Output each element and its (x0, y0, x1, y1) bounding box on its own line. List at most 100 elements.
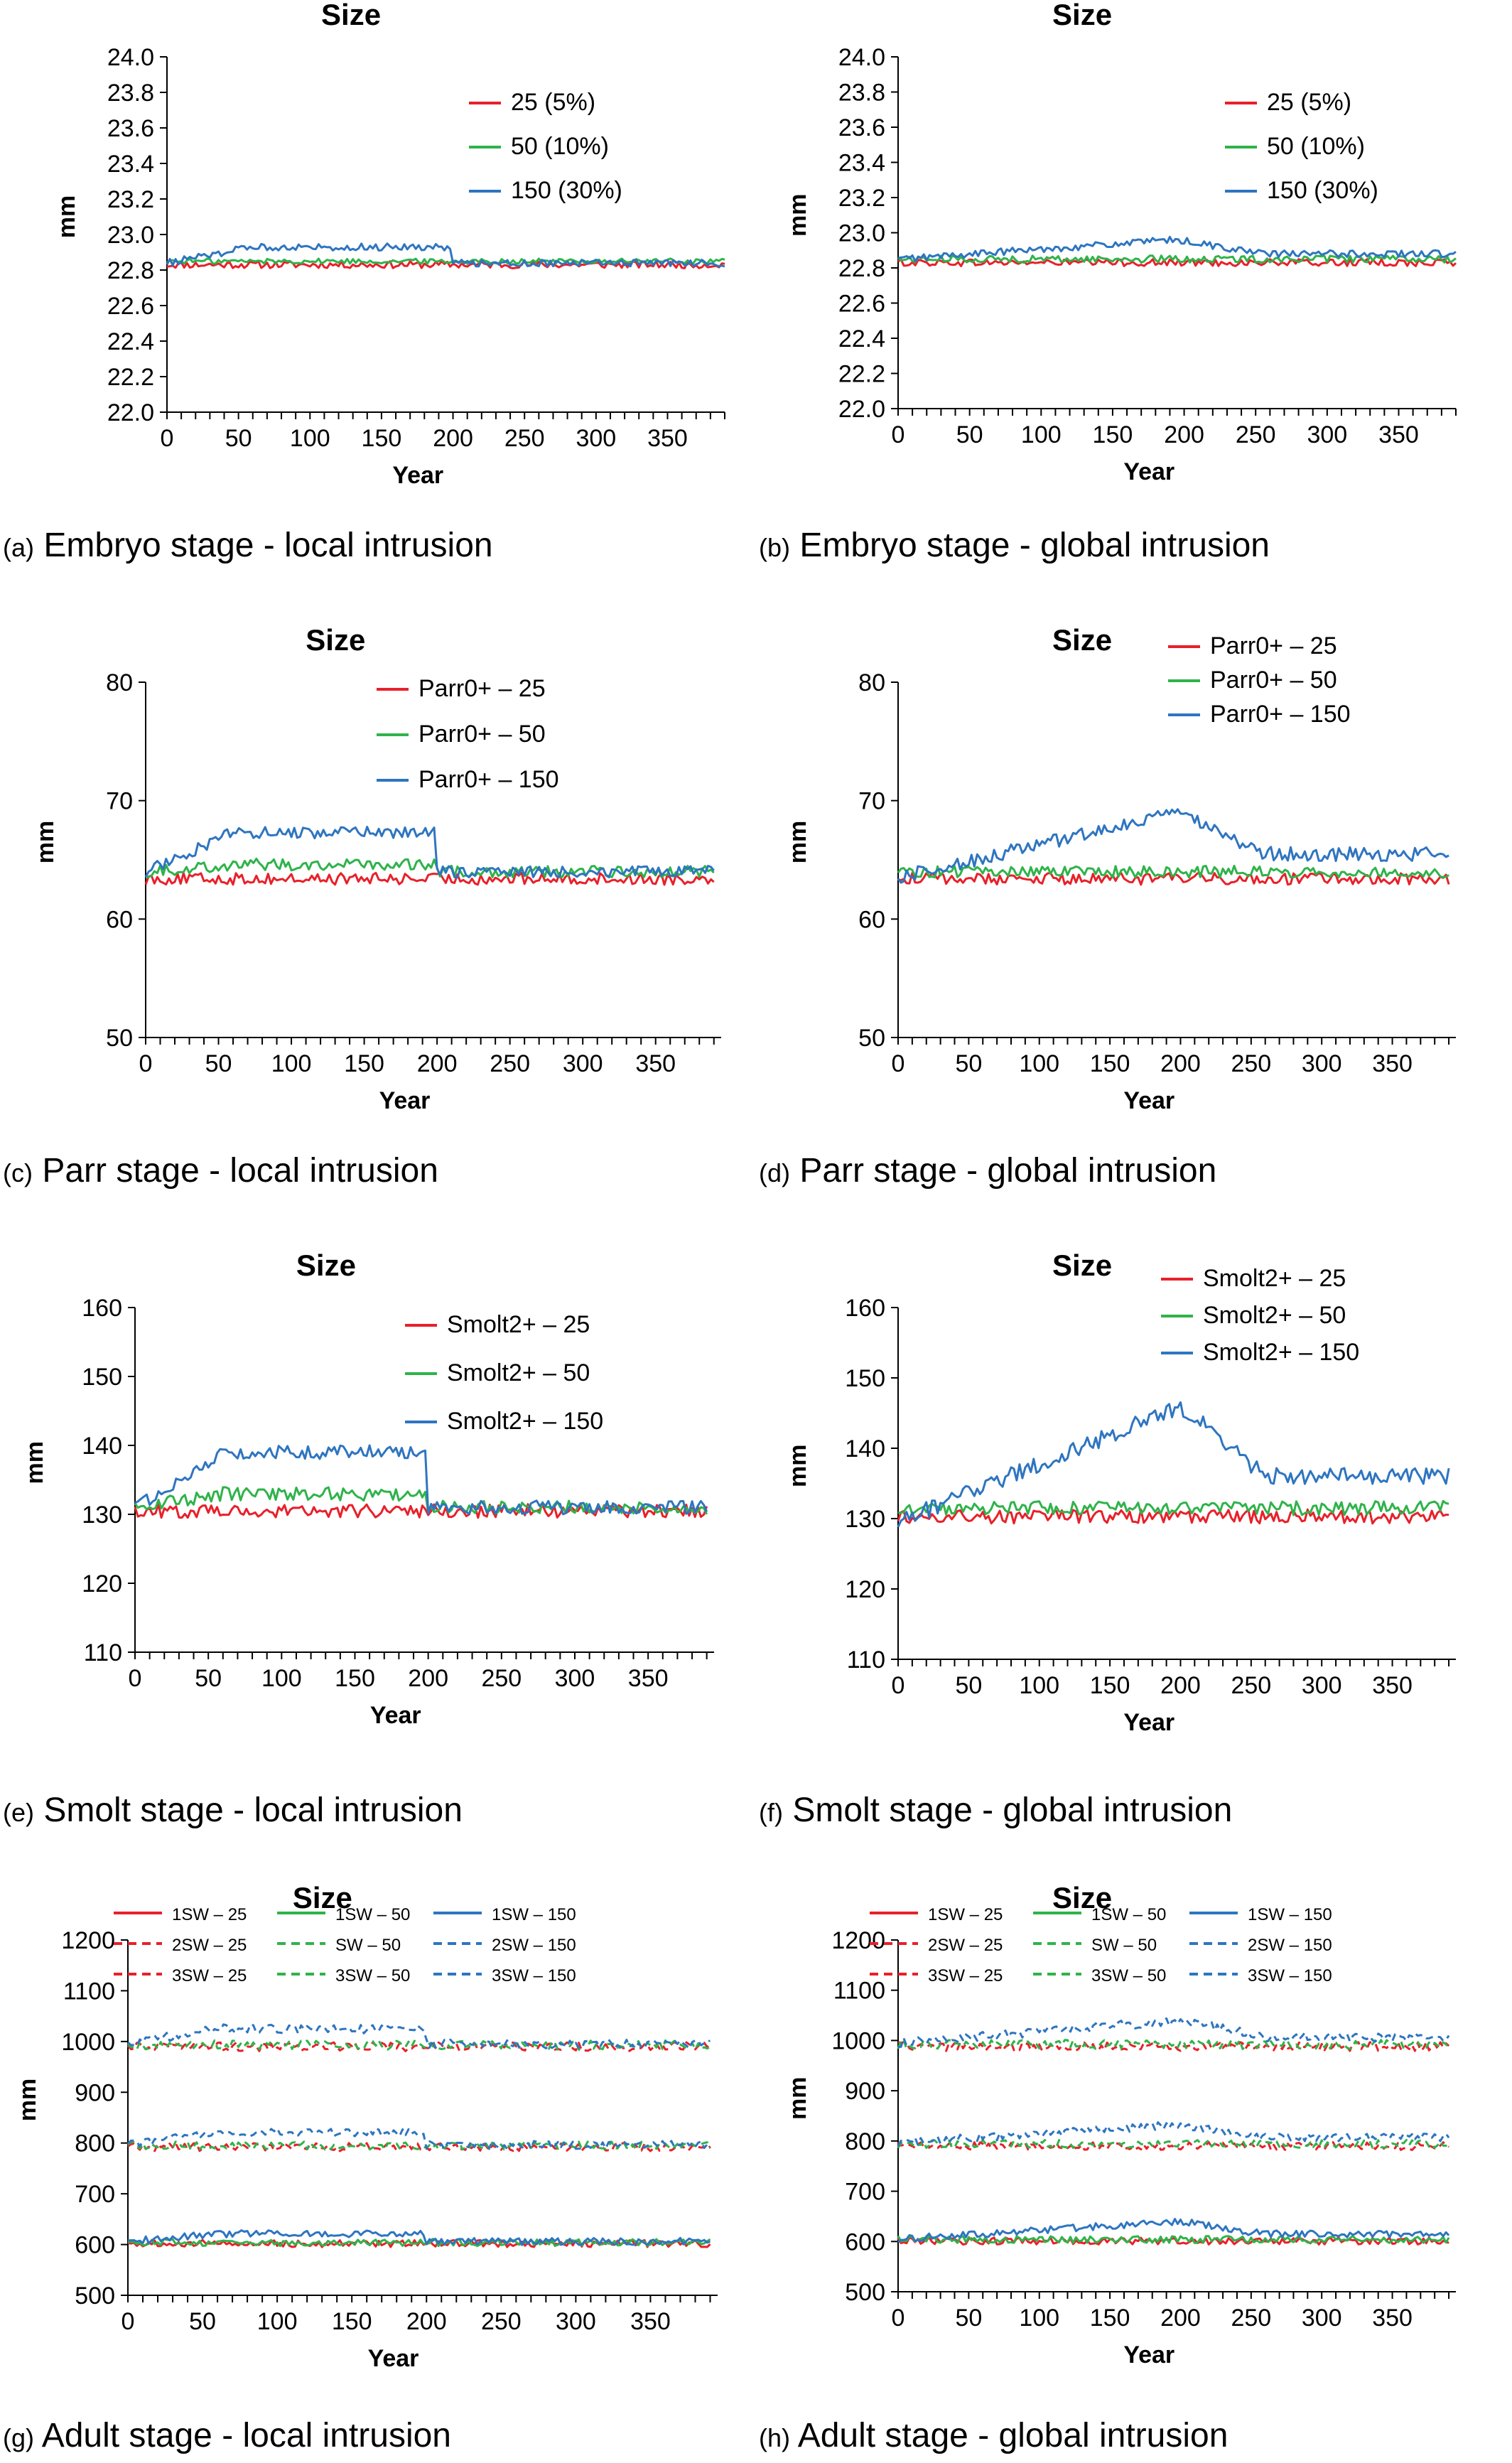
legend-label: Parr0+ – 50 (1210, 667, 1337, 694)
x-tick-label: 150 (1090, 2305, 1130, 2332)
panel-caption: (h) Adult stage - global intrusion (759, 2416, 1228, 2455)
series-line (897, 235, 1457, 263)
y-tick-label: 23.4 (107, 151, 154, 178)
x-tick-label: 250 (490, 1050, 530, 1077)
legend-label: 3SW – 25 (172, 1966, 247, 1985)
panel-caption-text: Smolt stage - global intrusion (782, 1791, 1233, 1829)
legend-label: 1SW – 25 (928, 1905, 1003, 1924)
x-tick-label: 350 (628, 1665, 669, 1692)
y-tick-label: 23.6 (107, 115, 154, 142)
panel-caption: (d) Parr stage - global intrusion (759, 1151, 1216, 1190)
x-axis-label: Year (1123, 458, 1174, 485)
y-tick-label: 23.0 (838, 220, 885, 247)
chart-title: Size (1052, 0, 1112, 31)
series-line (897, 2140, 1449, 2151)
y-tick-label: 22.4 (838, 325, 885, 352)
x-tick-label: 150 (1090, 1050, 1130, 1077)
y-tick-label: 140 (82, 1433, 122, 1460)
x-tick-label: 200 (1164, 421, 1204, 448)
y-tick-label: 160 (845, 1295, 885, 1322)
x-tick-label: 200 (406, 2308, 447, 2335)
panel-caption-text: Adult stage - local intrusion (34, 2417, 451, 2454)
y-tick-label: 1000 (61, 2029, 115, 2056)
panel-caption: (g) Adult stage - local intrusion (3, 2416, 451, 2455)
y-tick-label: 1200 (61, 1927, 115, 1954)
panel-letter: (f) (759, 1798, 783, 1827)
y-tick-label: 22.0 (838, 396, 885, 423)
x-tick-label: 0 (892, 1672, 905, 1699)
legend-label: 1SW – 150 (1248, 1905, 1332, 1924)
y-tick-label: 110 (84, 1639, 122, 1666)
chart-title: Size (1052, 1881, 1112, 1914)
legend-label: 50 (10%) (511, 133, 609, 160)
y-tick-label: 22.8 (107, 257, 154, 284)
x-tick-label: 300 (1302, 1672, 1342, 1699)
x-tick-label: 250 (504, 425, 545, 452)
x-axis-label: Year (1123, 2341, 1174, 2368)
x-tick-label: 100 (1019, 1672, 1059, 1699)
series-line (127, 2140, 711, 2151)
chart-title: Size (293, 1881, 352, 1914)
legend-label: 3SW – 150 (492, 1966, 576, 1985)
x-axis-label: Year (368, 2345, 419, 2372)
panel-caption: (c) Parr stage - local intrusion (3, 1151, 438, 1190)
x-tick-label: 350 (1372, 2305, 1413, 2332)
panel-b: Size 22.0 22.2 22.4 22.6 22.8 23.0 23.2 23.4 23.6… (756, 0, 1512, 611)
panel-caption: (e) Smolt stage - local intrusion (3, 1791, 463, 1830)
series-line (145, 857, 715, 878)
y-axis-label: mm (784, 194, 811, 237)
y-tick-label: 1100 (63, 1978, 115, 2005)
x-tick-label: 100 (290, 425, 330, 452)
series-line (127, 2142, 711, 2152)
y-tick-label: 22.6 (838, 291, 885, 318)
y-axis-label: mm (21, 1441, 48, 1484)
x-tick-label: 250 (1231, 2305, 1271, 2332)
legend-label: Smolt2+ – 50 (1203, 1302, 1346, 1329)
x-tick-label: 50 (195, 1665, 222, 1692)
chart-f: Size 110 120 130 140 150 160 0 50 100 150 200 250 300… (784, 1249, 1456, 1736)
y-tick-label: 120 (845, 1576, 885, 1603)
x-tick-label: 350 (630, 2308, 671, 2335)
y-axis-label: mm (14, 2079, 41, 2121)
y-tick-label: 23.2 (107, 186, 154, 213)
x-tick-label: 0 (892, 2305, 905, 2332)
x-tick-label: 100 (1021, 421, 1062, 448)
y-tick-label: 22.8 (838, 255, 885, 282)
x-tick-label: 50 (955, 2305, 982, 2332)
panel-h: Size 500 600 700 800 900 1000 1100 1200 0 50 100 150… (756, 1869, 1512, 2463)
legend-label: 50 (10%) (1267, 133, 1365, 160)
x-axis-label: Year (379, 1087, 431, 1114)
x-tick-label: 300 (576, 425, 616, 452)
panel-c: Size 50 60 70 80 0 50 100 150 200 250 300 350 Year mm P… (0, 611, 756, 1236)
x-tick-label: 0 (892, 421, 905, 448)
panel-letter: (h) (759, 2423, 790, 2452)
panel-caption: (f) Smolt stage - global intrusion (759, 1791, 1232, 1830)
panel-letter: (c) (3, 1158, 33, 1187)
chart-title: Size (321, 0, 381, 31)
y-tick-label: 24.0 (107, 44, 154, 71)
series-line (897, 2138, 1450, 2150)
legend-label: 2SW – 150 (1248, 1936, 1332, 1955)
chart-b: Size 22.0 22.2 22.4 22.6 22.8 23.0 23.2 23.4 23.6… (784, 0, 1457, 485)
x-tick-label: 300 (1302, 2305, 1342, 2332)
y-tick-label: 22.2 (107, 364, 154, 391)
series-line (897, 1508, 1449, 1525)
panel-letter: (d) (759, 1158, 790, 1187)
series-line (897, 2218, 1450, 2243)
series-line (127, 2229, 711, 2246)
panel-caption-text: Adult stage - global intrusion (790, 2417, 1228, 2454)
y-tick-label: 110 (847, 1647, 885, 1674)
x-axis-label: Year (392, 462, 443, 489)
y-tick-label: 23.6 (838, 114, 885, 141)
legend-label: 150 (30%) (1267, 177, 1378, 204)
x-tick-label: 350 (647, 425, 688, 452)
y-tick-label: 23.4 (838, 150, 885, 177)
series-line (897, 872, 1450, 886)
y-tick-label: 70 (106, 788, 133, 815)
y-tick-label: 1200 (831, 1927, 885, 1954)
y-tick-label: 1000 (831, 2027, 885, 2054)
panel-a: Size 22.0 22.2 22.4 22.6 22.8 23.0 23.2 23.4 23.6… (0, 0, 756, 611)
x-tick-label: 100 (1019, 1050, 1059, 1077)
x-axis-label: Year (1123, 1087, 1174, 1114)
x-tick-label: 250 (1231, 1050, 1271, 1077)
